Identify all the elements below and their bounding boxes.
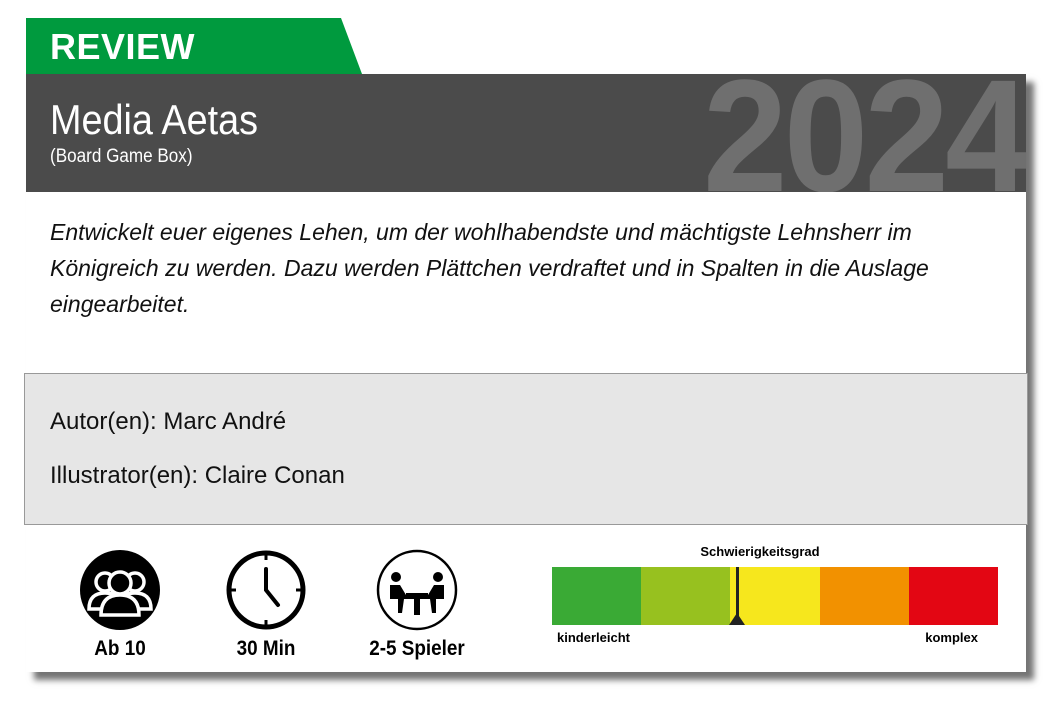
review-badge: REVIEW <box>26 18 362 74</box>
difficulty-marker-line <box>735 567 739 619</box>
age-stat: Ab 10 <box>55 549 185 661</box>
players-label: 2-5 Spieler <box>369 637 465 660</box>
difficulty-segment <box>641 567 731 625</box>
authors: Autor(en): Marc André <box>50 408 287 435</box>
difficulty-scale: Schwierigkeitsgrad kinderleicht komplex <box>552 544 999 645</box>
header: 2024 Media Aetas (Board Game Box) <box>26 74 1026 192</box>
people-icon <box>80 550 160 630</box>
review-badge-label: REVIEW <box>50 26 196 67</box>
difficulty-marker-arrow <box>729 613 746 625</box>
difficulty-segment <box>552 567 642 625</box>
review-card: 2024 Media Aetas (Board Game Box) Entwic… <box>24 74 1028 672</box>
players-table-icon <box>376 549 458 631</box>
age-label: Ab 10 <box>94 637 146 660</box>
difficulty-max-label: komplex <box>925 630 978 645</box>
year: 2024 <box>703 74 1026 192</box>
difficulty-title: Schwierigkeitsgrad <box>700 544 820 559</box>
difficulty-segment <box>908 567 999 625</box>
game-subtitle: (Board Game Box) <box>50 146 193 167</box>
difficulty-segment <box>730 567 820 625</box>
difficulty-bar <box>552 567 999 625</box>
time-label: 30 Min <box>236 637 296 660</box>
credits-box: Autor(en): Marc André Illustrator(en): C… <box>24 373 1028 525</box>
difficulty-segment <box>819 567 909 625</box>
clock-icon <box>226 550 306 630</box>
time-stat: 30 Min <box>201 549 331 661</box>
difficulty-min-label: kinderleicht <box>557 630 630 645</box>
illustrators: Illustrator(en): Claire Conan <box>50 462 345 489</box>
description: Entwickelt euer eigenes Lehen, um der wo… <box>50 219 929 317</box>
game-title: Media Aetas <box>50 96 259 143</box>
players-stat: 2-5 Spieler <box>352 549 482 661</box>
